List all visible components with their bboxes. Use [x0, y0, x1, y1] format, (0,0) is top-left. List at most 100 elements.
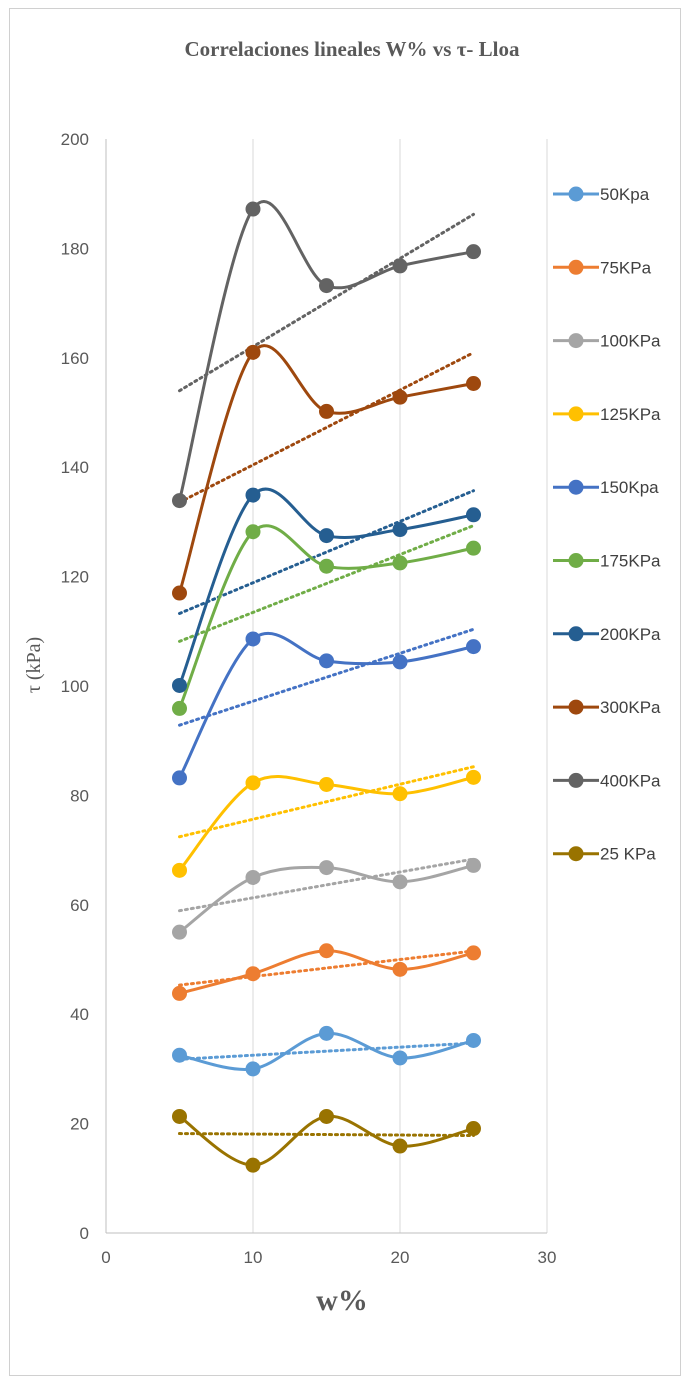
data-point — [319, 1108, 334, 1124]
data-point — [245, 344, 261, 360]
trendline — [178, 524, 475, 643]
series-line — [178, 631, 474, 779]
data-point — [245, 201, 261, 217]
data-point — [172, 700, 187, 716]
data-point — [245, 631, 261, 647]
data-point — [466, 945, 481, 961]
y-axis-title: τ (kPa) — [23, 637, 45, 693]
data-point — [392, 389, 408, 405]
data-point — [172, 985, 187, 1001]
trendline — [178, 1132, 475, 1138]
data-point — [319, 403, 334, 419]
x-tick-label: 10 — [244, 1248, 263, 1267]
data-point — [466, 769, 481, 785]
x-tick-label: 20 — [391, 1248, 410, 1267]
y-tick-label: 180 — [61, 239, 89, 258]
data-point — [392, 258, 408, 274]
series-line — [178, 200, 474, 501]
series-line — [178, 863, 474, 934]
data-point — [319, 558, 334, 574]
legend-swatch-marker — [568, 846, 584, 862]
data-point — [392, 555, 408, 571]
data-point — [319, 1025, 334, 1041]
data-point — [245, 869, 261, 885]
legend-label: 200KPa — [600, 625, 661, 644]
series-line — [178, 487, 474, 686]
legend-label: 25 KPa — [600, 845, 656, 864]
y-tick-label: 120 — [61, 568, 89, 587]
data-point — [245, 775, 261, 791]
axes: 0 10 20 30 0 20 40 60 80 100 120 140 160 180 200 — [61, 130, 557, 1267]
data-point — [172, 677, 187, 693]
x-tick-label: 30 — [538, 1248, 557, 1267]
legend-swatch-marker — [568, 772, 584, 788]
data-point — [245, 1157, 261, 1173]
y-tick-label: 60 — [70, 896, 89, 915]
data-point — [172, 585, 187, 601]
data-point — [245, 1061, 261, 1077]
y-tick-label: 20 — [70, 1115, 89, 1134]
data-point — [172, 1108, 187, 1124]
trendline — [178, 765, 475, 839]
data-point — [319, 278, 334, 294]
y-tick-label: 100 — [61, 677, 89, 696]
chart-title: Correlaciones lineales W% vs τ- Lloa — [185, 37, 520, 61]
series-line — [178, 524, 474, 710]
data-point — [392, 961, 408, 977]
data-point — [466, 857, 481, 873]
data-point — [319, 653, 334, 669]
trendline — [178, 857, 475, 913]
y-tick-label: 200 — [61, 130, 89, 149]
legend-label: 400KPa — [600, 771, 661, 790]
data-point — [319, 528, 334, 544]
data-point — [172, 924, 187, 940]
data-point — [245, 524, 261, 540]
legend-label: 150Kpa — [600, 478, 659, 497]
legend-swatch-marker — [568, 626, 584, 642]
legend-label: 175KPa — [600, 552, 661, 571]
data-point — [172, 770, 187, 786]
legend-swatch-marker — [568, 553, 584, 568]
trendline — [178, 1041, 475, 1061]
legend-label: 50Kpa — [600, 185, 650, 204]
x-tick-label: 0 — [101, 1248, 110, 1267]
legend-swatch-marker — [568, 259, 584, 275]
legend-label: 75KPa — [600, 258, 652, 277]
trendlines — [178, 212, 475, 1138]
data-point — [319, 860, 334, 876]
data-point — [466, 244, 481, 260]
data-point — [466, 507, 481, 523]
data-point — [245, 487, 261, 503]
legend-label: 125KPa — [600, 405, 661, 424]
trendline — [178, 212, 475, 393]
data-point — [392, 1050, 408, 1066]
trendline — [178, 351, 475, 504]
data-point — [319, 943, 334, 959]
data-point — [245, 966, 261, 982]
legend-swatch-marker — [568, 479, 584, 495]
series-group — [172, 200, 481, 1173]
chart-frame — [9, 8, 681, 1376]
gridlines — [252, 139, 548, 1233]
data-point — [392, 786, 408, 802]
y-tick-label: 0 — [80, 1224, 89, 1243]
legend-swatch-marker — [568, 699, 584, 715]
trendline — [178, 627, 475, 727]
data-point — [172, 862, 187, 878]
data-point — [466, 540, 481, 556]
legend-swatch-marker — [568, 186, 584, 202]
y-tick-label: 80 — [70, 786, 89, 805]
y-tick-label: 140 — [61, 458, 89, 477]
legend-label: 100KPa — [600, 332, 661, 351]
data-point — [466, 1032, 481, 1048]
data-point — [466, 376, 481, 392]
data-point — [392, 874, 408, 890]
legend-swatch-marker — [568, 406, 584, 422]
trendline — [178, 489, 475, 615]
data-point — [172, 493, 187, 509]
y-tick-label: 160 — [61, 349, 89, 368]
legend-label: 300KPa — [600, 698, 661, 717]
data-point — [466, 1121, 481, 1137]
data-point — [319, 776, 334, 792]
